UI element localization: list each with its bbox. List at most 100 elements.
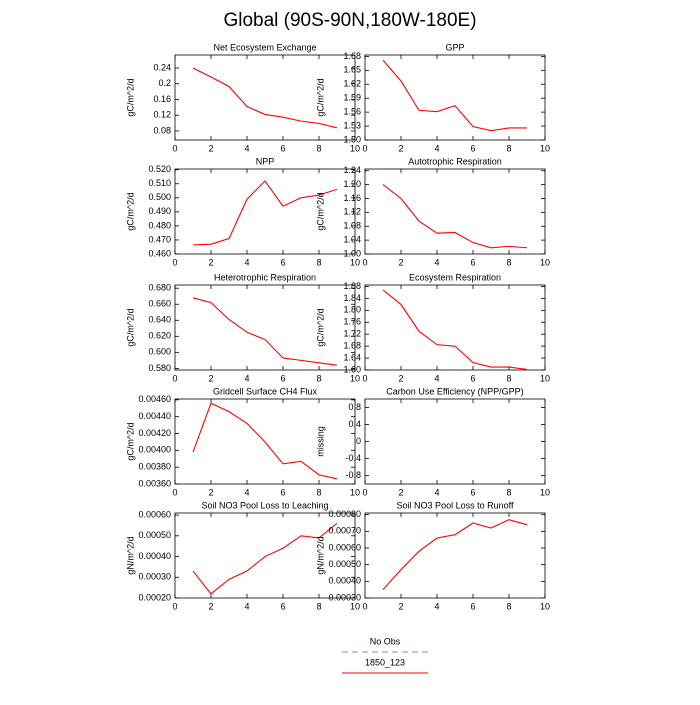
y-tick-label: 0.24: [153, 62, 171, 72]
y-tick-label: 0.640: [148, 315, 171, 325]
x-tick-label: 2: [208, 487, 213, 497]
x-tick-label: 8: [316, 601, 321, 611]
y-axis-label: gC/m^2/d: [315, 192, 325, 230]
panel: Soil NO3 Pool Loss to Leaching gN/m^2/d 0 2…: [125, 500, 360, 611]
y-tick-label: 0.580: [148, 363, 171, 373]
x-tick-label: 0: [172, 601, 177, 611]
panel: NPP gC/m^2/d 0 2 4 6 8 10 0.460 0.470 0.480 0.490 0.…: [125, 156, 360, 267]
panel-title: GPP: [445, 42, 464, 52]
y-tick-label: 0.00040: [328, 576, 361, 586]
x-tick-label: 8: [506, 601, 511, 611]
x-tick-label: 0: [362, 257, 367, 267]
x-tick-label: 8: [316, 257, 321, 267]
x-tick-label: 2: [398, 373, 403, 383]
y-tick-label: -0.8: [345, 470, 361, 480]
x-tick-label: 10: [350, 601, 360, 611]
x-tick-label: 6: [470, 143, 475, 153]
x-tick-label: 10: [540, 601, 550, 611]
x-tick-label: 8: [506, 487, 511, 497]
y-tick-label: 1.24: [343, 165, 361, 175]
plot-frame: [364, 168, 546, 255]
x-tick-label: 2: [398, 601, 403, 611]
x-tick-label: 6: [470, 373, 475, 383]
y-tick-label: -0.4: [345, 453, 361, 463]
x-tick-label: 2: [208, 143, 213, 153]
x-tick-label: 6: [280, 257, 285, 267]
y-axis-label: gC/m^2/d: [315, 308, 325, 346]
x-tick-label: 0: [362, 143, 367, 153]
x-tick-label: 2: [398, 257, 403, 267]
x-tick-label: 2: [208, 601, 213, 611]
x-tick-label: 6: [280, 143, 285, 153]
legend-label: 1850_123: [365, 657, 405, 667]
y-tick-label: 1.12: [343, 207, 361, 217]
panel-title: Soil NO3 Pool Loss to Runoff: [397, 500, 514, 510]
x-tick-label: 8: [316, 143, 321, 153]
y-axis-label: gC/m^2/d: [125, 192, 135, 230]
x-tick-label: 2: [208, 257, 213, 267]
x-tick-label: 8: [506, 373, 511, 383]
panel-title: Net Ecosystem Exchange: [213, 42, 316, 52]
y-tick-label: 0.500: [148, 192, 171, 202]
plot-frame: [174, 284, 356, 371]
y-tick-label: 0.00420: [138, 428, 171, 438]
x-tick-label: 0: [172, 487, 177, 497]
panel: Carbon Use Efficiency (NPP/GPP) missing 0 2…: [315, 386, 550, 497]
x-tick-label: 8: [316, 487, 321, 497]
data-line: [192, 522, 338, 595]
y-tick-label: 1.84: [343, 293, 361, 303]
x-tick-label: 6: [470, 487, 475, 497]
data-line: [382, 289, 528, 370]
panel: Heterotrophic Respiration gC/m^2/d 0 2 4 6 8 10…: [125, 272, 360, 383]
x-tick-label: 10: [540, 373, 550, 383]
y-tick-label: 0.00360: [138, 478, 171, 488]
y-tick-label: 0.600: [148, 347, 171, 357]
y-axis-label: gC/m^2/d: [125, 78, 135, 116]
y-tick-label: 0.00380: [138, 462, 171, 472]
y-tick-label: 1.20: [343, 179, 361, 189]
y-tick-label: 1.08: [343, 221, 361, 231]
y-axis-label: gN/m^2/d: [125, 536, 135, 574]
panel-title: Carbon Use Efficiency (NPP/GPP): [386, 386, 523, 396]
x-tick-label: 0: [362, 601, 367, 611]
plot-frame: [364, 512, 546, 599]
y-tick-label: 1.59: [343, 93, 361, 103]
data-line: [192, 297, 338, 366]
x-tick-label: 10: [350, 143, 360, 153]
x-tick-label: 8: [506, 143, 511, 153]
y-tick-label: 1.62: [343, 79, 361, 89]
x-tick-label: 0: [172, 373, 177, 383]
y-tick-label: 1.60: [343, 364, 361, 374]
panel-title: NPP: [256, 156, 275, 166]
y-tick-label: 0.470: [148, 234, 171, 244]
y-tick-label: 0.8: [348, 402, 361, 412]
y-tick-label: 0.00060: [328, 542, 361, 552]
y-tick-label: 0.00080: [328, 509, 361, 519]
y-tick-label: 0.00040: [138, 551, 171, 561]
x-tick-label: 10: [540, 487, 550, 497]
y-axis-label: gC/m^2/d: [125, 308, 135, 346]
panel-title: Soil NO3 Pool Loss to Leaching: [201, 500, 328, 510]
y-tick-label: 1.65: [343, 65, 361, 75]
y-tick-label: 0.2: [158, 78, 171, 88]
x-tick-label: 6: [470, 601, 475, 611]
x-tick-label: 6: [280, 373, 285, 383]
x-tick-label: 4: [434, 601, 439, 611]
y-tick-label: 0.660: [148, 299, 171, 309]
plot-frame: [364, 398, 546, 485]
y-tick-label: 1.64: [343, 352, 361, 362]
y-tick-label: 0: [356, 436, 361, 446]
y-axis-label: gC/m^2/d: [125, 422, 135, 460]
y-tick-label: 0.08: [153, 125, 171, 135]
y-tick-label: 0.480: [148, 220, 171, 230]
plot-frame: [174, 398, 356, 485]
x-tick-label: 10: [350, 257, 360, 267]
x-tick-label: 0: [172, 143, 177, 153]
plot-frame: [174, 512, 356, 599]
x-tick-label: 2: [398, 487, 403, 497]
data-line: [192, 67, 338, 129]
